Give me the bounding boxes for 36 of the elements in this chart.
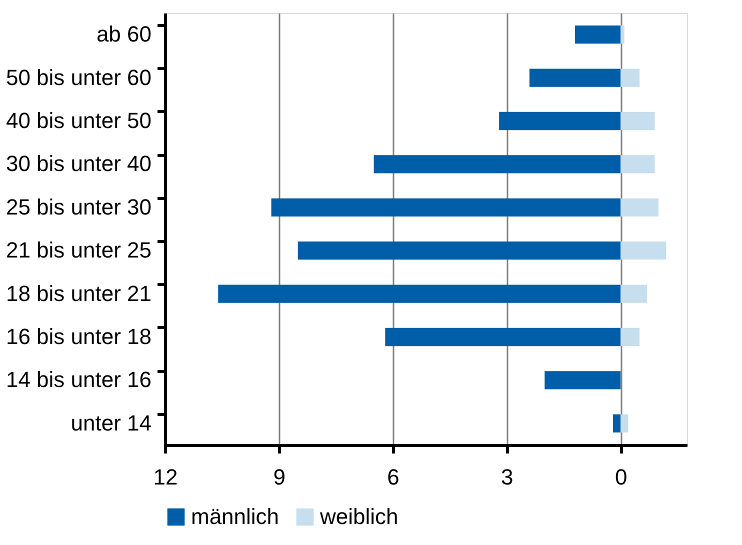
y-tick-label: 50 bis unter 60 [6, 64, 152, 90]
y-tick-label: 30 bis unter 40 [6, 151, 152, 176]
y-tick-label: 16 bis unter 18 [6, 324, 152, 349]
bar [499, 112, 621, 130]
x-tick-label: 12 [153, 464, 178, 490]
bar [620, 242, 666, 260]
y-tick-label: unter 14 [70, 410, 152, 436]
x-tick-label: 0 [614, 464, 628, 490]
bar [620, 284, 648, 303]
bar [544, 371, 621, 390]
bar [218, 284, 621, 303]
y-tick-label: 18 bis unter 21 [6, 280, 152, 306]
bar [620, 112, 655, 130]
bar [620, 68, 640, 87]
bar [620, 414, 628, 432]
bar [374, 155, 621, 174]
y-tick-label: 40 bis unter 50 [6, 108, 152, 133]
bar [385, 328, 621, 346]
bar [612, 414, 621, 432]
bar [529, 68, 621, 87]
x-tick-label: 9 [273, 464, 286, 490]
y-tick-label: 21 bis unter 25 [6, 238, 152, 263]
legend-label: männlich [191, 504, 280, 529]
bar [620, 155, 655, 174]
bar [620, 198, 659, 216]
bar [620, 26, 624, 44]
bar [271, 198, 621, 216]
bar [298, 242, 621, 260]
y-tick-label: 25 bis unter 30 [6, 194, 152, 220]
bar [620, 328, 640, 346]
x-tick-label: 6 [387, 464, 400, 490]
y-tick-label: 14 bis unter 16 [6, 367, 152, 392]
y-tick-label: ab 60 [96, 22, 152, 47]
legend-label: weiblich [319, 504, 398, 529]
x-tick-label: 3 [501, 464, 514, 490]
bar [575, 26, 621, 44]
